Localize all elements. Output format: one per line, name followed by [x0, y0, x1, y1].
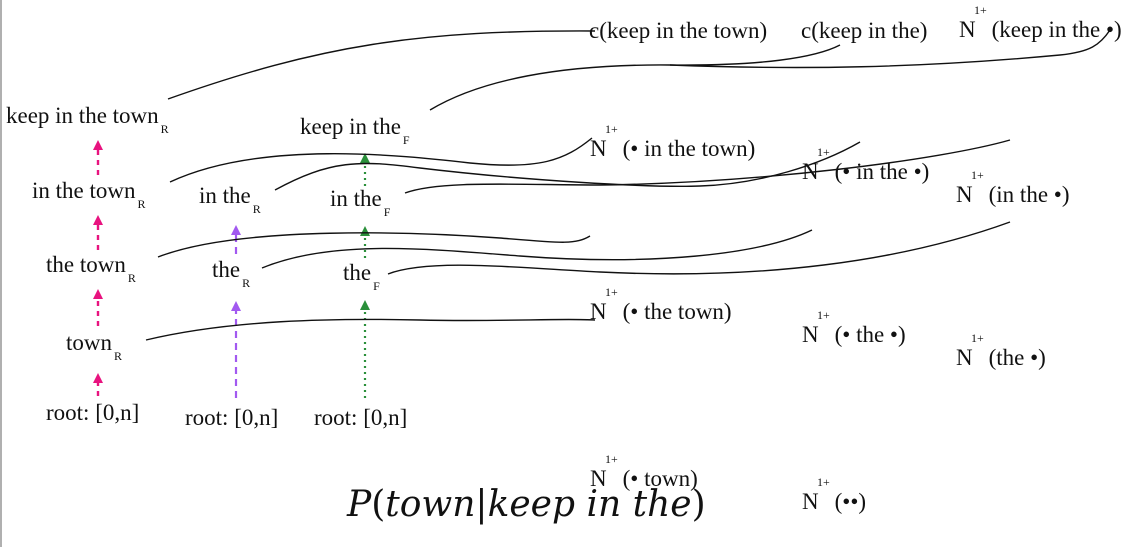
count-n1-dot-in-the-town: N 1+ (• in the town): [590, 123, 1138, 161]
n-superscript: 1+: [817, 308, 830, 322]
link-the-town-to-n1-dot-the-town: [157, 232, 591, 258]
count-c-keep-in-the-town: c(keep in the town): [589, 19, 767, 42]
node-the-f: theF: [343, 260, 380, 292]
count-text: (• the town): [622, 299, 732, 324]
count-n1-in-the-dot: N 1+ (in the •): [956, 169, 1138, 207]
n-superscript: 1+: [971, 331, 984, 345]
node-label: in the: [330, 186, 382, 211]
n-symbol: N: [802, 159, 819, 184]
n-symbol: N: [590, 466, 607, 491]
root-label: root: [0,n]: [46, 400, 140, 425]
probability-formula: P(town|keep in the): [347, 484, 706, 525]
count-n1-the-dot: N 1+ (the •): [956, 332, 1138, 370]
n-superscript: 1+: [817, 475, 830, 489]
count-n1-dot-the-dot: N 1+ (• the •): [802, 309, 1138, 347]
node-in-the-f: in theF: [330, 186, 390, 218]
formula-open-paren: (: [371, 484, 386, 525]
n-superscript: 1+: [817, 145, 830, 159]
count-n1-dot-in-the-dot: N 1+ (• in the •): [802, 146, 1138, 184]
count-n1-dot-the-town: N 1+ (• the town): [590, 286, 1138, 324]
link-in-the-f-to-n1-in-the-dot: [404, 139, 1011, 194]
root-col3: root: [0,n]: [314, 406, 407, 429]
node-the-r: theR: [212, 257, 250, 289]
count-c-keep-in-the: c(keep in the): [801, 19, 927, 42]
node-label: the: [212, 257, 241, 282]
link-town-to-n1-dot-town: [145, 318, 596, 341]
node-keep-in-the-f: keep in theF: [300, 114, 410, 146]
count-text: (in the •): [988, 182, 1070, 207]
root-label: root: [0,n]: [314, 405, 408, 430]
link-in-the-town-to-n1-dot-in-the-town: [169, 137, 593, 183]
n-symbol: N: [802, 322, 819, 347]
link-the-r-to-n1-dot-the-dot: [261, 229, 813, 269]
formula-bar: |: [475, 484, 488, 525]
count-connectors: [145, 29, 1111, 341]
count-n1-dot-dot: N 1+ (••): [802, 476, 1138, 514]
node-subscript: F: [383, 205, 391, 219]
n-superscript: 1+: [605, 452, 618, 466]
formula-context: keep in the: [487, 484, 692, 525]
count-n1-keep-in-the-dot: N 1+ (keep in the •): [959, 4, 1138, 42]
count-text: (••): [834, 489, 867, 514]
node-subscript: R: [137, 197, 146, 211]
node-label: keep in the town: [6, 103, 159, 128]
node-label: the town: [46, 252, 126, 277]
count-text: (• the •): [834, 322, 906, 347]
root-col2: root: [0,n]: [185, 406, 278, 429]
count-text: (keep in the •): [991, 17, 1122, 42]
node-in-the-r: in theR: [199, 183, 261, 215]
node-subscript: F: [402, 133, 410, 147]
node-label: keep in the: [300, 114, 401, 139]
node-subscript: R: [127, 271, 136, 285]
node-label: town: [66, 330, 112, 355]
count-text: (• town): [622, 466, 698, 491]
n-symbol: N: [956, 345, 973, 370]
node-subscript: R: [242, 276, 251, 290]
node-the-town-r: the townR: [46, 252, 136, 284]
node-subscript: R: [160, 122, 169, 136]
n-symbol: N: [590, 136, 607, 161]
count-text: (• in the •): [834, 159, 930, 184]
link-keep-in-the-f-to-n1-keep-dot: [669, 29, 1111, 69]
count-text: c(keep in the): [801, 18, 928, 43]
n-symbol: N: [959, 17, 976, 42]
formula-p: P: [347, 484, 372, 525]
formula-close-paren: ): [691, 484, 706, 525]
formula-word: town: [385, 484, 476, 525]
root-label: root: [0,n]: [185, 405, 279, 430]
count-text: c(keep in the town): [589, 18, 768, 43]
n-superscript: 1+: [974, 3, 987, 17]
left-border: [0, 0, 2, 547]
node-subscript: F: [373, 279, 380, 293]
node-subscript: R: [114, 349, 123, 363]
link-keep-in-the-town-to-c-full: [167, 30, 596, 100]
node-in-the-town-r: in the townR: [32, 178, 146, 210]
count-n1-dot-town: N 1+ (• town): [590, 453, 1138, 491]
link-in-the-r-to-n1-dot-in-the-dot: [274, 141, 861, 191]
n-superscript: 1+: [605, 285, 618, 299]
node-keep-in-the-town-r: keep in the townR: [6, 103, 169, 135]
count-text: (the •): [988, 345, 1046, 370]
node-label: in the town: [32, 178, 136, 203]
link-keep-in-the-f-to-c-keep: [429, 44, 841, 111]
n-superscript: 1+: [605, 122, 618, 136]
root-col1: root: [0,n]: [46, 401, 139, 424]
link-the-f-to-n1-the-dot: [387, 221, 1011, 275]
node-subscript: R: [252, 202, 261, 216]
node-label: the: [343, 260, 372, 285]
n-symbol: N: [802, 489, 819, 514]
n-symbol: N: [590, 299, 607, 324]
node-town-r: townR: [66, 330, 122, 362]
n-symbol: N: [956, 182, 973, 207]
count-text: (• in the town): [622, 136, 756, 161]
n-superscript: 1+: [971, 168, 984, 182]
node-label: in the: [199, 183, 251, 208]
